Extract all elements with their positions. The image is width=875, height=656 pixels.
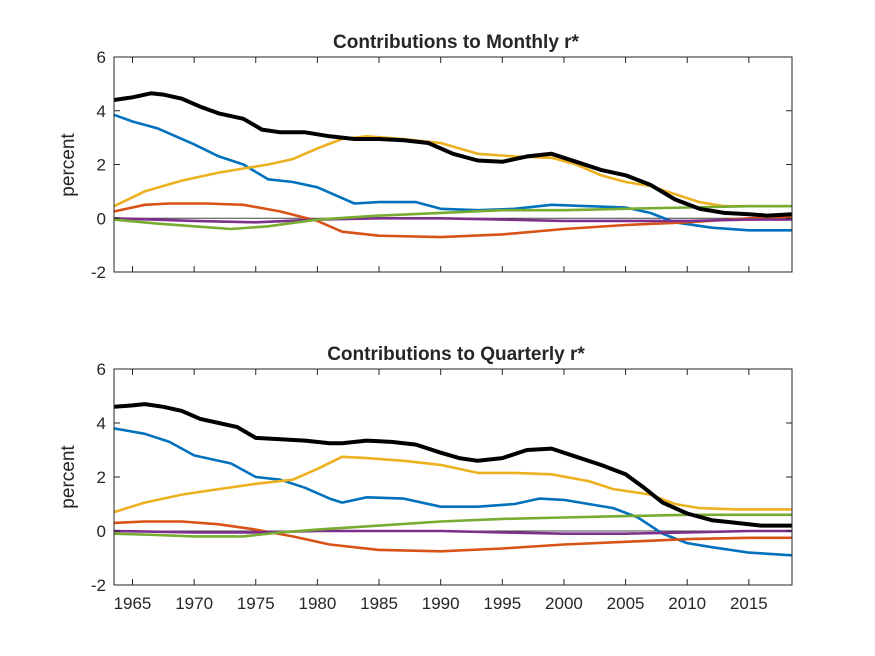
monthly-y-tick-label: 6	[97, 48, 106, 67]
monthly-series-line-0	[114, 113, 792, 232]
quarterly-x-tick-label: 1970	[175, 594, 213, 613]
quarterly-axes: 1965 1970 1975 1980 1985 1990 1995 2000 2005 2010…	[91, 360, 793, 613]
quarterly-y-tick-label: -2	[91, 576, 106, 595]
monthly-series-line-4	[114, 204, 792, 231]
quarterly-ylabel: percent	[58, 445, 79, 509]
quarterly-x-tick-label: 2015	[730, 594, 768, 613]
monthly-series-layer	[114, 91, 792, 239]
quarterly-x-tick-label: 1980	[298, 594, 336, 613]
quarterly-y-tick-label: 2	[97, 468, 106, 487]
monthly-panel: Contributions to Monthly r* percent -2 0 2…	[58, 32, 793, 282]
monthly-y-tick-label: 4	[97, 102, 106, 121]
monthly-series-line-1	[114, 202, 792, 239]
quarterly-x-tick-label: 1975	[237, 594, 275, 613]
quarterly-series-line-2	[114, 455, 792, 514]
quarterly-x-tick-label: 1965	[114, 594, 152, 613]
monthly-series-line-5	[114, 91, 792, 218]
monthly-y-tick-label: 2	[97, 156, 106, 175]
quarterly-panel: Contributions to Quarterly r* percent 19…	[58, 344, 793, 613]
quarterly-x-tick-label: 1990	[422, 594, 460, 613]
monthly-title: Contributions to Monthly r*	[333, 32, 580, 53]
monthly-ylabel: percent	[58, 133, 79, 197]
quarterly-x-tick-label: 2000	[545, 594, 583, 613]
monthly-y-tick-label: 0	[97, 209, 106, 228]
quarterly-y-tick-label: 6	[97, 360, 106, 379]
quarterly-series-line-4	[114, 513, 792, 538]
quarterly-series-line-1	[114, 520, 792, 553]
quarterly-x-tick-label: 1985	[360, 594, 398, 613]
quarterly-y-tick-label: 4	[97, 414, 106, 433]
quarterly-x-tick-label: 1995	[483, 594, 521, 613]
quarterly-series-line-3	[114, 529, 792, 535]
quarterly-series-line-5	[114, 402, 792, 528]
monthly-axes: -2 0 2 4 6	[91, 48, 793, 282]
quarterly-series-layer	[114, 402, 792, 557]
quarterly-x-tick-label: 2010	[668, 594, 706, 613]
monthly-series-line-3	[114, 217, 792, 224]
quarterly-y-tick-label: 0	[97, 522, 106, 541]
quarterly-x-tick-label: 2005	[607, 594, 645, 613]
quarterly-title: Contributions to Quarterly r*	[327, 344, 585, 365]
monthly-y-tick-label: -2	[91, 263, 106, 282]
